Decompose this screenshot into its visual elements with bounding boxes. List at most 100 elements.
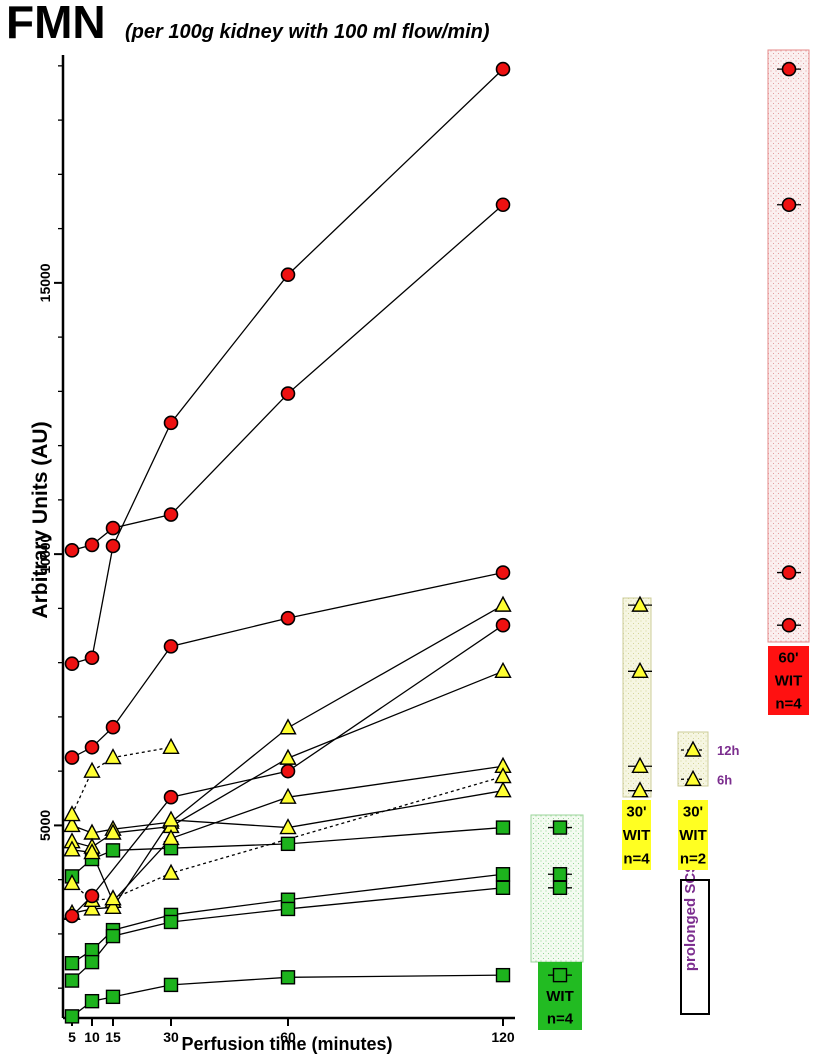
circle-point: [64, 750, 80, 765]
square-point: [163, 977, 179, 993]
triangle-point: [162, 810, 180, 827]
chart-title: FMN: [6, 0, 106, 48]
triangle-point: [631, 661, 649, 679]
square-point: [495, 967, 511, 983]
prolonged-scs-frame: [680, 879, 710, 1015]
triangle-point: [279, 818, 297, 835]
group-label-line: WIT: [546, 988, 574, 1005]
x-tick-label: 30: [163, 1029, 179, 1045]
y-tick-label: 10000: [37, 534, 53, 573]
triangle-point: [631, 756, 649, 773]
circle-point: [495, 197, 511, 213]
series-line: [71, 68, 504, 665]
triangle-point: [162, 737, 180, 754]
group-label-box: [678, 800, 708, 870]
circle-point: [64, 543, 80, 558]
circle-point: [84, 739, 100, 755]
square-point: [163, 914, 179, 930]
circle-point: [280, 386, 296, 401]
circle-point: [495, 617, 511, 633]
triangle-point: [494, 661, 512, 679]
square-point: [64, 956, 80, 971]
square-point: [280, 836, 296, 852]
triangle-point: [63, 840, 81, 857]
triangle-point: [494, 781, 512, 798]
circle-point: [781, 197, 797, 213]
square-point: [84, 954, 100, 970]
group-label-line: n=4: [775, 696, 802, 713]
triangle-point: [83, 761, 101, 778]
circle-point: [495, 61, 511, 77]
square-point: [105, 928, 121, 944]
y-tick-label: 15000: [37, 263, 53, 302]
square-point: [84, 993, 100, 1009]
square-point: [552, 880, 568, 895]
group-label-line: 30': [683, 804, 703, 821]
triangle-point: [63, 873, 81, 891]
circle-point: [84, 537, 100, 553]
group-label-line: WIT: [775, 673, 803, 690]
triangle-point: [684, 769, 702, 786]
y-axis-label: Arbitrary Units (AU): [29, 421, 52, 618]
group-label-line: n=4: [623, 850, 650, 867]
square-point: [552, 820, 568, 835]
square-point: [280, 970, 296, 985]
series-line: [71, 204, 504, 551]
square-point: [64, 1009, 80, 1024]
square-point: [64, 973, 80, 988]
group-label-line: WIT: [679, 827, 707, 844]
circle-point: [105, 538, 121, 554]
group-label-line: 60': [778, 650, 798, 667]
square-point: [495, 880, 511, 895]
timepoint-label: 6h: [717, 772, 732, 787]
triangle-point: [684, 740, 702, 757]
series-line: [71, 746, 172, 815]
circle-point: [163, 415, 179, 431]
circle-point: [163, 639, 179, 654]
circle-point: [781, 61, 797, 77]
x-tick-label: 10: [84, 1029, 100, 1045]
triangle-point: [104, 889, 122, 906]
group-summary-box: [767, 49, 810, 643]
triangle-point: [279, 787, 297, 804]
x-tick-label: 5: [68, 1029, 76, 1045]
square-point: [495, 820, 511, 835]
square-point: [84, 942, 100, 958]
group-label-line: n=2: [680, 850, 706, 867]
x-axis-label: Perfusion time (minutes): [181, 1034, 392, 1054]
group-label-line: WIT: [623, 827, 651, 844]
circle-point: [84, 650, 100, 666]
triangle-point: [104, 748, 122, 765]
circle-point: [163, 507, 179, 522]
circle-point: [280, 763, 296, 779]
circle-point: [105, 520, 121, 536]
triangle-point: [631, 595, 649, 612]
triangle-point: [279, 718, 297, 735]
x-tick-label: 60: [280, 1029, 296, 1045]
triangle-point: [279, 748, 297, 765]
square-point: [552, 967, 568, 983]
triangle-point: [494, 767, 512, 784]
circle-point: [84, 888, 100, 904]
circle-point: [781, 617, 797, 633]
triangle-point: [104, 823, 122, 840]
triangle-point: [494, 595, 512, 612]
triangle-point: [63, 815, 81, 833]
circle-point: [495, 565, 511, 580]
square-point: [552, 867, 568, 882]
group-label-line: 30': [626, 804, 646, 821]
group-label-box: [622, 800, 651, 870]
circle-point: [280, 267, 296, 283]
circle-point: [64, 908, 80, 924]
triangle-point: [162, 828, 180, 846]
square-point: [105, 843, 121, 858]
timepoint-label: 12h: [717, 743, 739, 758]
y-tick-label: 5000: [37, 810, 53, 841]
triangle-point: [104, 897, 122, 915]
group-label-box: [768, 646, 809, 715]
prolonged-scs-label: prolonged SCS: [682, 863, 699, 971]
triangle-point: [83, 843, 101, 860]
x-tick-label: 120: [491, 1029, 515, 1045]
